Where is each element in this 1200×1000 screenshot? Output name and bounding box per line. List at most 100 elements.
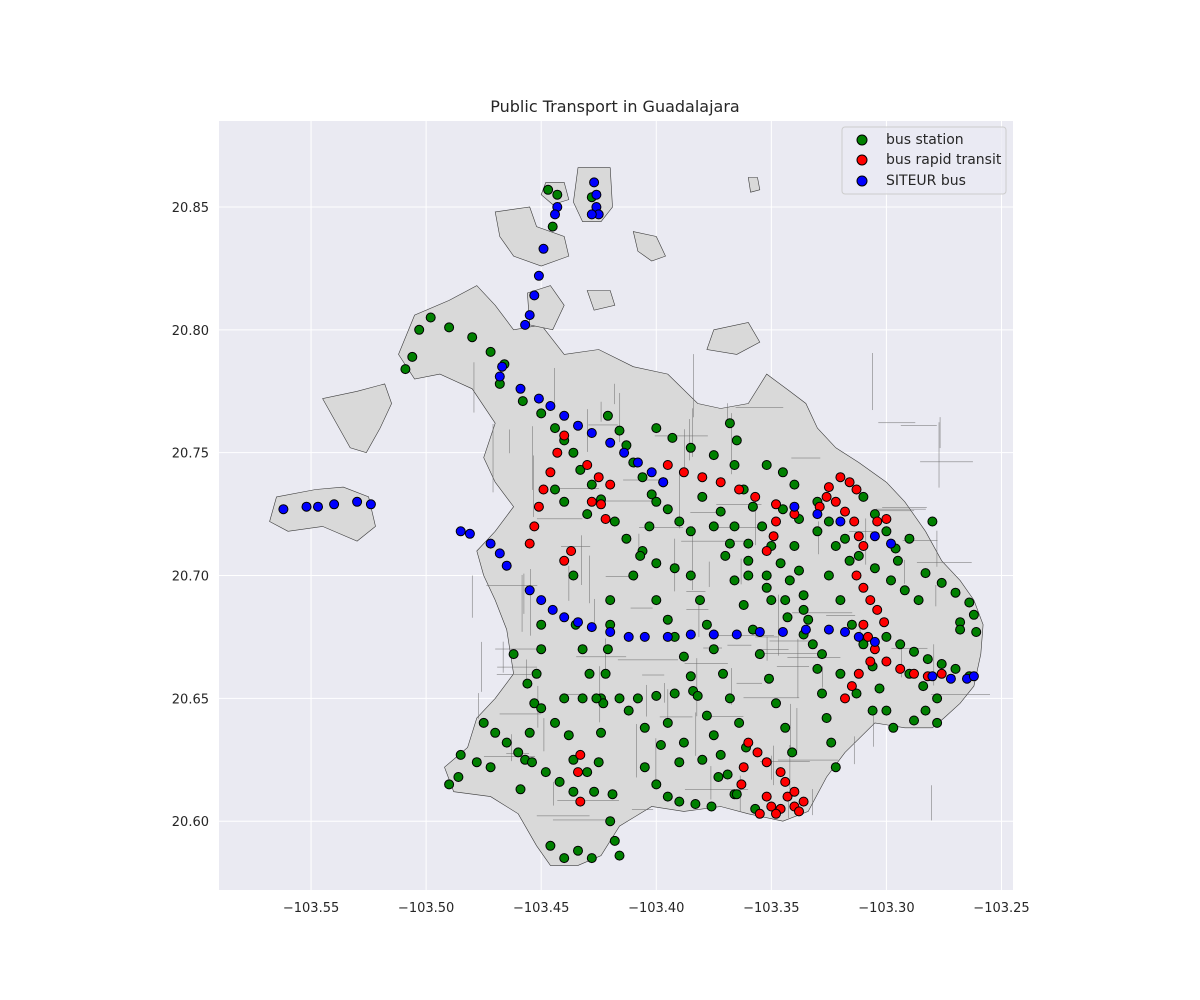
point-bus-station xyxy=(467,332,478,343)
point-bus-station xyxy=(775,558,786,569)
point-bus-station xyxy=(715,506,726,517)
point-bus-station xyxy=(584,668,595,679)
point-bus-station xyxy=(927,516,938,527)
y-tick-label: 20.65 xyxy=(172,692,209,707)
legend-label-bus-rapid-transit: bus rapid transit xyxy=(886,152,1002,168)
point-bus-station xyxy=(729,575,740,586)
point-bus-station xyxy=(517,396,528,407)
point-bus-station xyxy=(722,769,733,780)
point-bus-station xyxy=(400,364,411,375)
point-siteur-bus xyxy=(529,290,540,301)
point-bus-station xyxy=(563,730,574,741)
x-tick-label: −103.25 xyxy=(973,901,1029,916)
legend-box xyxy=(841,126,1007,195)
point-siteur-bus xyxy=(869,636,880,647)
point-bus-station xyxy=(932,717,943,728)
point-siteur-bus xyxy=(497,361,508,372)
point-bus-station xyxy=(807,639,818,650)
point-bus-station xyxy=(771,698,781,709)
point-bus-station xyxy=(968,609,979,620)
point-bus-station xyxy=(794,565,804,576)
point-bus-station xyxy=(826,737,837,748)
point-bus-station xyxy=(678,651,689,662)
point-bus-station xyxy=(738,600,749,610)
point-bus-station xyxy=(782,612,793,623)
point-bus-station xyxy=(840,533,850,544)
point-bus-station xyxy=(582,767,593,778)
point-bus-rapid-transit xyxy=(761,791,772,802)
point-siteur-bus xyxy=(869,531,880,542)
y-tick-label: 20.80 xyxy=(172,324,209,339)
point-bus-rapid-transit xyxy=(715,477,726,488)
point-bus-rapid-transit xyxy=(849,516,860,527)
point-bus-station xyxy=(706,801,717,812)
point-bus-rapid-transit xyxy=(846,681,857,692)
x-tick-label: −103.45 xyxy=(513,901,569,916)
point-bus-station xyxy=(950,663,961,674)
x-tick-label: −103.35 xyxy=(743,901,799,916)
point-bus-station xyxy=(715,749,726,760)
point-bus-rapid-transit xyxy=(851,570,862,581)
point-bus-rapid-transit xyxy=(559,430,570,441)
point-bus-station xyxy=(777,504,788,515)
point-bus-station xyxy=(904,533,915,544)
point-bus-rapid-transit xyxy=(582,460,593,470)
point-bus-station xyxy=(485,346,496,357)
point-bus-station xyxy=(892,555,903,566)
point-bus-station xyxy=(830,541,841,551)
point-bus-rapid-transit xyxy=(738,762,749,773)
y-tick-label: 20.60 xyxy=(172,815,209,830)
point-bus-station xyxy=(515,784,526,795)
point-siteur-bus xyxy=(494,548,505,559)
point-siteur-bus xyxy=(886,538,896,549)
point-bus-station xyxy=(635,550,646,561)
point-siteur-bus xyxy=(835,516,846,527)
point-bus-station xyxy=(540,767,551,778)
point-bus-station xyxy=(886,575,896,586)
point-bus-station xyxy=(761,460,772,470)
point-bus-station xyxy=(835,595,846,606)
point-bus-station xyxy=(932,693,943,704)
point-bus-rapid-transit xyxy=(858,541,869,551)
point-bus-station xyxy=(586,479,597,490)
point-bus-station xyxy=(639,722,650,733)
point-bus-rapid-transit xyxy=(750,491,761,502)
point-bus-station xyxy=(812,526,823,537)
point-bus-station xyxy=(708,521,719,532)
point-siteur-bus xyxy=(538,243,549,254)
point-bus-station xyxy=(724,693,735,704)
municipality-shape xyxy=(747,177,761,193)
x-tick-label: −103.50 xyxy=(398,901,454,916)
point-bus-station xyxy=(471,757,482,768)
point-siteur-bus xyxy=(536,595,547,606)
point-bus-rapid-transit xyxy=(840,506,850,517)
point-bus-station xyxy=(754,649,765,660)
point-bus-station xyxy=(513,747,524,758)
point-bus-rapid-transit xyxy=(552,447,563,458)
point-siteur-bus xyxy=(494,371,505,382)
point-bus-station xyxy=(713,772,724,782)
point-bus-station xyxy=(573,845,583,856)
point-bus-station xyxy=(602,410,613,421)
point-bus-rapid-transit xyxy=(766,801,777,812)
point-bus-station xyxy=(614,693,625,704)
point-bus-station xyxy=(789,541,800,551)
legend-marker-siteur-bus xyxy=(856,175,868,187)
point-siteur-bus xyxy=(605,627,616,637)
point-siteur-bus xyxy=(520,319,531,330)
point-bus-station xyxy=(577,644,588,655)
point-bus-station xyxy=(734,717,745,728)
point-bus-station xyxy=(669,563,680,574)
y-tick-label: 20.70 xyxy=(172,570,209,585)
point-bus-station xyxy=(651,690,662,701)
point-siteur-bus xyxy=(777,627,788,637)
point-bus-station xyxy=(621,533,632,544)
point-siteur-bus xyxy=(547,604,558,615)
point-bus-rapid-transit xyxy=(821,491,832,502)
point-bus-station xyxy=(830,762,841,773)
point-siteur-bus xyxy=(485,538,496,549)
point-bus-station xyxy=(909,646,919,657)
point-bus-station xyxy=(662,504,673,515)
point-bus-station xyxy=(780,722,791,733)
